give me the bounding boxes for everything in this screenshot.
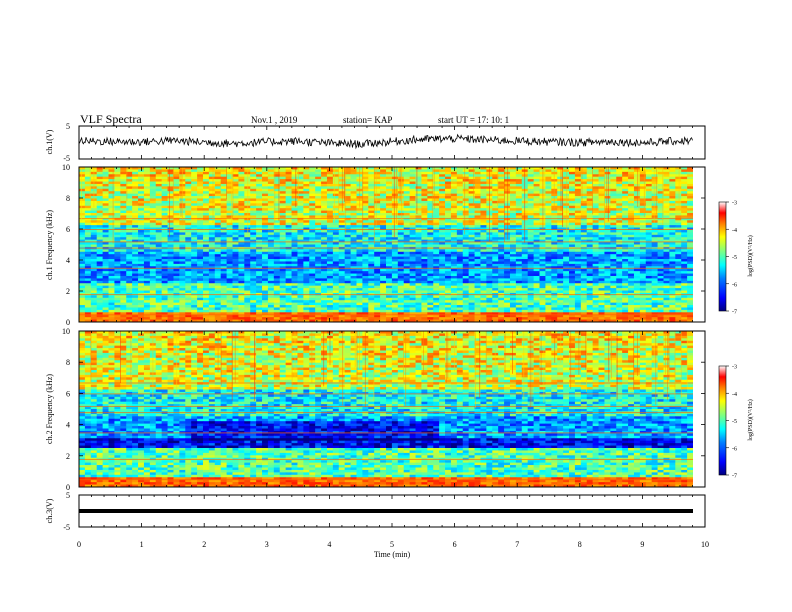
y-tick-label: 8 [66, 358, 70, 367]
ch2-colorbar-label: log(PSD)(V²/Hz) [747, 399, 754, 440]
y-tick-label: 6 [66, 389, 70, 398]
colorbar-tick-label: -6 [732, 446, 737, 452]
date-label: Nov.1 , 2019 [251, 115, 298, 125]
x-tick-label: 2 [202, 540, 206, 549]
ch1-spectrogram [79, 167, 705, 323]
colorbar-tick-label: -3 [732, 365, 737, 371]
x-tick-label: 6 [453, 540, 457, 549]
y-tick-label: 4 [66, 421, 70, 430]
x-tick-label: 5 [390, 540, 394, 549]
ch1-ytick-top: 5 [66, 122, 70, 131]
y-tick-label: 8 [66, 194, 70, 203]
y-tick-label: 0 [66, 483, 70, 492]
y-tick-label: 10 [62, 163, 70, 172]
x-tick-label: 9 [640, 540, 644, 549]
ch1-spectrogram-ylabel: ch.1 Frequency (kHz) [45, 210, 54, 280]
ch3-waveform-line [79, 509, 693, 513]
station-label: station= KAP [343, 115, 393, 125]
colorbar-tick-label: -5 [732, 255, 737, 261]
ch2-spectrogram [79, 331, 705, 488]
x-tick-label: 8 [578, 540, 582, 549]
x-tick-label: 3 [265, 540, 269, 549]
colorbar-tick-label: -6 [732, 282, 737, 288]
colorbar-tick-label: -7 [732, 474, 737, 480]
x-tick-label: 0 [77, 540, 81, 549]
start-time-label: start UT = 17: 10: 1 [438, 115, 510, 125]
x-tick-label: 7 [515, 540, 519, 549]
ch3-ytick-bottom: -5 [63, 523, 70, 532]
x-tick-label: 1 [140, 540, 144, 549]
colorbar-tick-label: -4 [732, 228, 737, 234]
colorbar-tick-label: -3 [732, 201, 737, 207]
ch1-waveform-ylabel: ch.1(V) [45, 129, 54, 154]
ch1-ytick-bottom: -5 [63, 154, 70, 163]
x-tick-label: 4 [327, 540, 331, 549]
y-tick-label: 2 [66, 287, 70, 296]
ch1-waveform-panel [78, 125, 706, 160]
ch3-ytick-top: 5 [66, 491, 70, 500]
ch1-colorbar: -3 -4 -5 -6 -7 log(PSD)(V²/Hz) [718, 201, 754, 316]
ch2-colorbar: -3 -4 -5 -6 -7 log(PSD)(V²/Hz) [718, 365, 754, 480]
x-tick-label: 10 [701, 540, 709, 549]
x-axis-label: Time (min) [374, 550, 411, 559]
colorbar-tick-label: -4 [732, 392, 737, 398]
colorbar-tick-label: -7 [732, 310, 737, 316]
y-tick-label: 6 [66, 225, 70, 234]
ch2-spectrogram-ylabel: ch.2 Frequency (kHz) [45, 374, 54, 444]
ch1-waveform-line [79, 133, 693, 150]
y-tick-label: 10 [62, 327, 70, 336]
ch3-waveform-panel [78, 494, 706, 528]
ch3-waveform-ylabel: ch.3(V) [45, 498, 54, 523]
y-tick-label: 2 [66, 452, 70, 461]
y-tick-label: 0 [66, 318, 70, 327]
y-tick-label: 4 [66, 256, 70, 265]
colorbar-tick-label: -5 [732, 419, 737, 425]
ch1-colorbar-label: log(PSD)(V²/Hz) [747, 235, 754, 276]
figure-title: VLF Spectra [80, 112, 142, 126]
